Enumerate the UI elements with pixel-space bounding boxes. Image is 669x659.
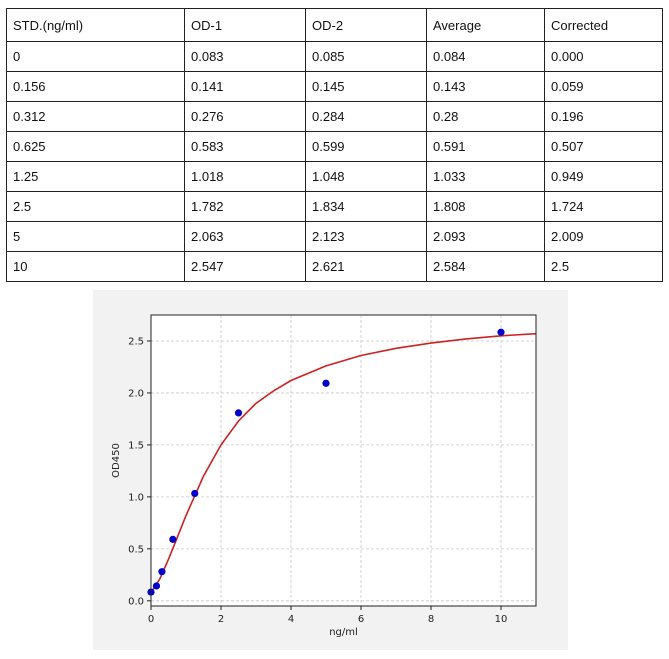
cell-od2: 0.145: [305, 71, 427, 102]
cell-average: 2.093: [426, 221, 545, 252]
cell-corrected: 0.000: [544, 41, 663, 72]
data-point: [234, 409, 243, 417]
cell-average: 0.084: [426, 41, 545, 72]
table-row: 0.156 0.141 0.145 0.143 0.059: [6, 71, 663, 102]
y-tick-label: 1.0: [128, 492, 144, 503]
table-row: 0.625 0.583 0.599 0.591 0.507: [6, 131, 663, 162]
cell-corrected: 0.059: [544, 71, 663, 102]
cell-od1: 0.083: [184, 41, 306, 72]
table-row: 0 0.083 0.085 0.084 0.000: [6, 41, 663, 72]
plot-area: [151, 315, 536, 606]
cell-od2: 2.123: [305, 221, 427, 252]
table-row: 10 2.547 2.621 2.584 2.5: [6, 251, 663, 282]
cell-corrected: 0.196: [544, 101, 663, 132]
x-axis-label: ng/ml: [329, 627, 358, 638]
x-tick-label: 6: [358, 614, 364, 625]
table-row: 5 2.063 2.123 2.093 2.009: [6, 221, 663, 252]
data-point: [152, 582, 161, 590]
table-row: 1.25 1.018 1.048 1.033 0.949: [6, 161, 663, 192]
cell-average: 0.591: [426, 131, 545, 162]
data-point: [158, 568, 166, 576]
plot-frame: [150, 314, 537, 607]
header-std: STD.(ng/ml): [6, 8, 185, 42]
cell-od1: 0.583: [184, 131, 306, 162]
y-tick-label: 0.0: [128, 596, 144, 607]
x-tick-label: 2: [218, 614, 224, 625]
table-row: 2.5 1.782 1.834 1.808 1.724: [6, 191, 663, 222]
cell-od2: 1.834: [305, 191, 427, 222]
cell-std: 0: [6, 41, 185, 72]
cell-average: 1.033: [426, 161, 545, 192]
table-row: 0.312 0.276 0.284 0.28 0.196: [6, 101, 663, 132]
header-corrected: Corrected: [544, 8, 663, 42]
cell-std: 1.25: [6, 161, 185, 192]
standard-curve-table: STD.(ng/ml) OD-1 OD-2 Average Corrected …: [6, 8, 663, 282]
cell-average: 0.28: [426, 101, 545, 132]
x-tick-label: 4: [288, 614, 294, 625]
cell-od1: 2.547: [184, 251, 306, 282]
cell-od2: 1.048: [305, 161, 427, 192]
cell-corrected: 0.507: [544, 131, 663, 162]
y-tick-label: 2.0: [128, 388, 144, 399]
cell-od2: 0.085: [305, 41, 427, 72]
cell-corrected: 2.5: [544, 251, 663, 282]
header-od1: OD-1: [184, 8, 306, 42]
cell-average: 1.808: [426, 191, 545, 222]
cell-od2: 2.621: [305, 251, 427, 282]
x-tick-label: 8: [428, 614, 434, 625]
cell-average: 0.143: [426, 71, 545, 102]
data-point: [497, 328, 505, 336]
data-point: [322, 379, 330, 387]
y-tick-label: 2.5: [128, 336, 144, 347]
cell-corrected: 1.724: [544, 191, 663, 222]
cell-std: 2.5: [6, 191, 185, 222]
data-point: [191, 489, 199, 498]
header-od2: OD-2: [305, 8, 427, 42]
cell-od1: 1.018: [184, 161, 306, 192]
y-tick-label: 1.5: [128, 440, 144, 451]
cell-od2: 0.599: [305, 131, 427, 162]
y-axis-label: OD450: [111, 443, 122, 478]
cell-std: 0.625: [6, 131, 185, 162]
standard-curve-chart: 0 2 4 6 8 10 0.0 0.5 1.0 1.5 2.0 2.5 ng/ml OD450: [93, 290, 568, 650]
cell-corrected: 0.949: [544, 161, 663, 192]
x-tick-label: 0: [148, 614, 154, 625]
cell-od1: 1.782: [184, 191, 306, 222]
cell-od1: 2.063: [184, 221, 306, 252]
cell-od2: 0.284: [305, 101, 427, 132]
cell-std: 0.312: [6, 101, 185, 132]
cell-od1: 0.276: [184, 101, 306, 132]
data-point: [169, 535, 177, 543]
table-header-row: STD.(ng/ml) OD-1 OD-2 Average Corrected: [6, 8, 663, 42]
cell-std: 5: [6, 221, 185, 252]
y-tick-label: 0.5: [128, 544, 144, 555]
cell-average: 2.584: [426, 251, 545, 282]
cell-od1: 0.141: [184, 71, 306, 102]
cell-corrected: 2.009: [544, 221, 663, 252]
chart-canvas: 0 2 4 6 8 10 0.0 0.5 1.0 1.5 2.0 2.5 ng/ml OD450: [111, 314, 537, 638]
x-tick-label: 10: [495, 614, 508, 625]
cell-std: 0.156: [6, 71, 185, 102]
cell-std: 10: [6, 251, 185, 282]
header-average: Average: [426, 8, 545, 42]
